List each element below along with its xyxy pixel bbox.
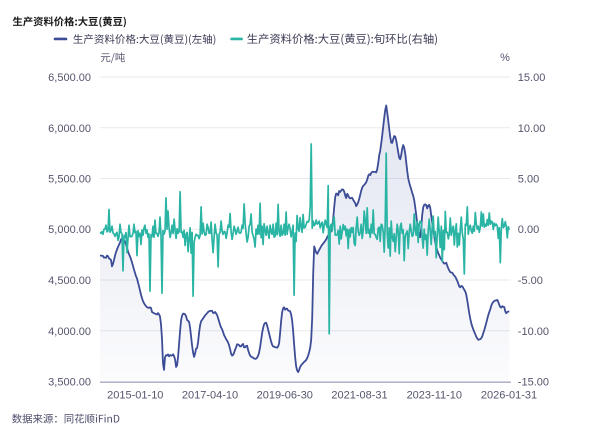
svg-text:4,500.00: 4,500.00 [48,275,91,287]
svg-text:2015-01-10: 2015-01-10 [107,390,163,402]
svg-text:-5.00: -5.00 [518,275,543,287]
svg-text:2017-04-10: 2017-04-10 [182,390,238,402]
svg-text:5.00: 5.00 [518,174,539,186]
svg-text:5,500.00: 5,500.00 [48,174,91,186]
svg-text:6,000.00: 6,000.00 [48,123,91,135]
svg-text:2023-11-10: 2023-11-10 [407,390,462,402]
svg-text:-10.00: -10.00 [518,326,549,338]
svg-text:3,500.00: 3,500.00 [48,377,91,389]
svg-text:10.00: 10.00 [518,123,546,135]
svg-text:-15.00: -15.00 [518,377,549,389]
svg-text:2026-01-31: 2026-01-31 [481,390,537,402]
svg-text:%: % [500,52,510,64]
svg-text:4,000.00: 4,000.00 [48,326,91,338]
svg-text:6,500.00: 6,500.00 [48,72,91,84]
svg-text:5,000.00: 5,000.00 [48,224,91,236]
svg-text:2019-06-30: 2019-06-30 [257,390,313,402]
svg-text:15.00: 15.00 [518,72,546,84]
svg-text:2021-08-31: 2021-08-31 [331,390,387,402]
svg-text:0.00: 0.00 [518,224,539,236]
